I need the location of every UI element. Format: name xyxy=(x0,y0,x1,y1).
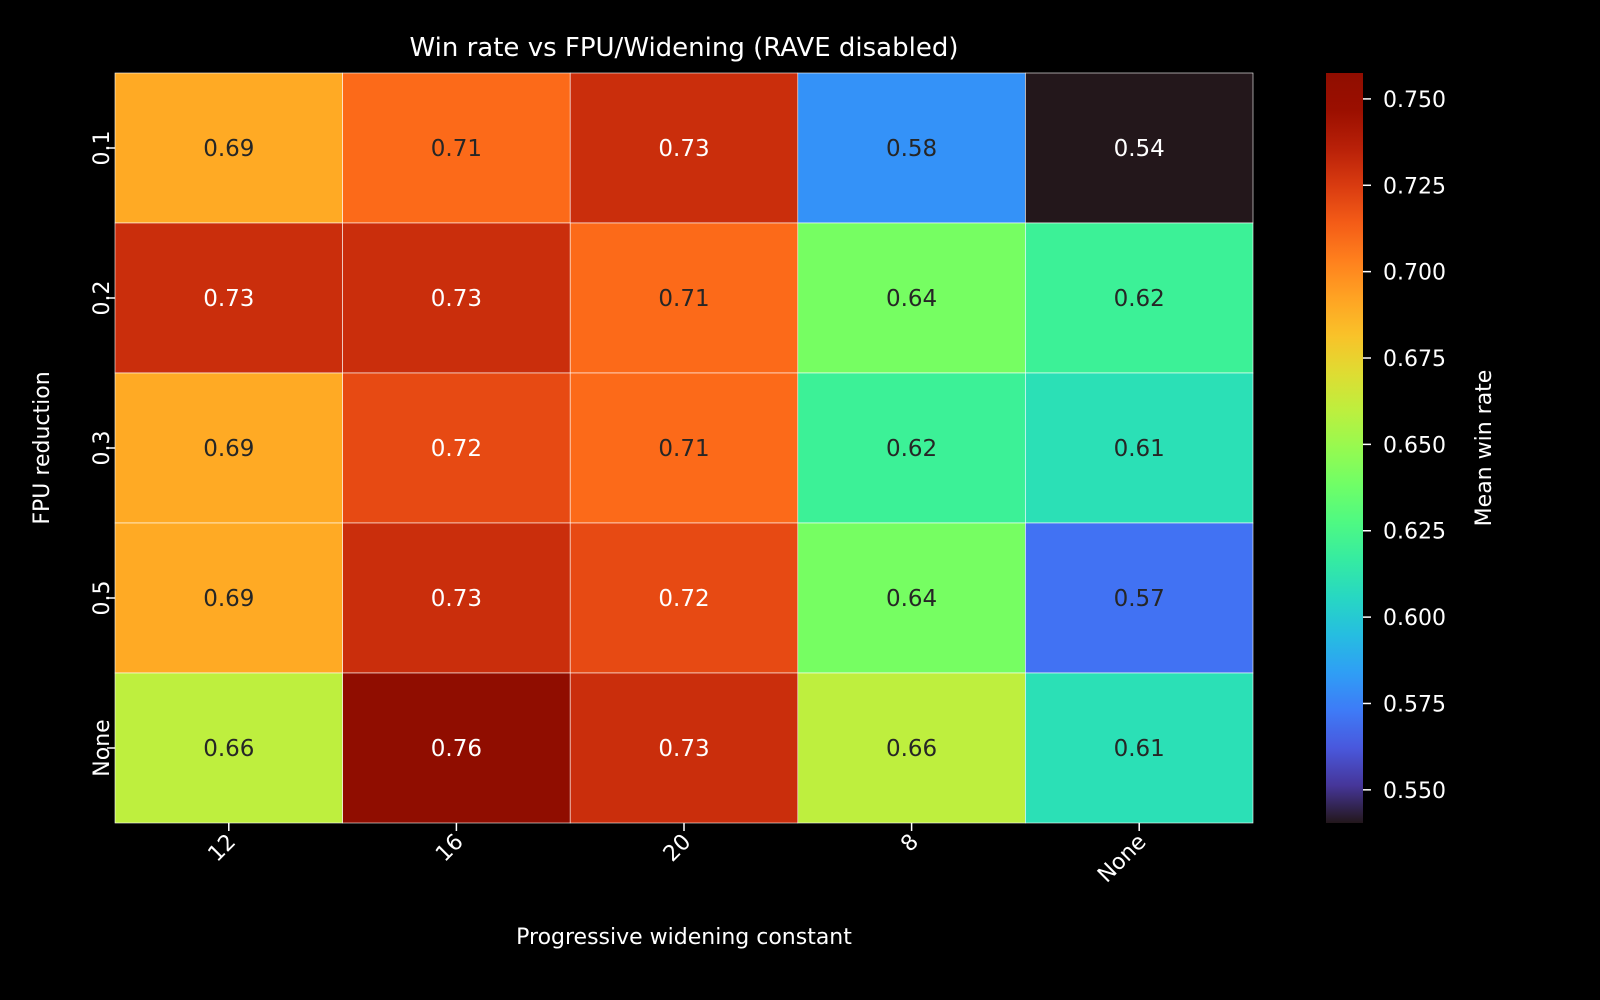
cell-label: 0.71 xyxy=(658,436,709,462)
cell-label: 0.73 xyxy=(431,586,482,612)
cell-label: 0.69 xyxy=(203,586,254,612)
cell-label: 0.58 xyxy=(886,136,937,162)
cell-label: 0.61 xyxy=(1114,736,1165,762)
cell-label: 0.69 xyxy=(203,136,254,162)
heatmap-cell xyxy=(1025,372,1254,524)
cell-label: 0.73 xyxy=(658,736,709,762)
x-tick-label: 8 xyxy=(896,830,924,858)
heatmap-cell xyxy=(114,72,343,224)
y-tick-label: 0.2 xyxy=(90,281,115,316)
colorbar-tick-label: 0.625 xyxy=(1383,520,1446,545)
colorbar xyxy=(1326,73,1363,823)
cell-label: 0.66 xyxy=(203,736,254,762)
heatmap-cell xyxy=(569,372,799,524)
cell-label: 0.73 xyxy=(658,136,709,162)
y-tick-label: 0.5 xyxy=(90,581,115,616)
x-axis-label: Progressive widening constant xyxy=(516,925,852,950)
cell-label: 0.73 xyxy=(431,286,482,312)
heatmap-cell xyxy=(569,672,799,824)
cell-label: 0.72 xyxy=(658,586,709,612)
cell-label: 0.54 xyxy=(1114,136,1165,162)
x-tick-label: None xyxy=(1093,830,1151,888)
x-tick-label: 16 xyxy=(431,830,468,867)
heatmap-cell xyxy=(569,72,799,224)
cell-label: 0.64 xyxy=(886,586,937,612)
cell-label: 0.64 xyxy=(886,286,937,312)
cell-label: 0.73 xyxy=(203,286,254,312)
cell-label: 0.76 xyxy=(431,736,482,762)
heatmap-cell xyxy=(797,372,1026,524)
heatmap-cell xyxy=(797,522,1026,674)
heatmap-cell xyxy=(342,522,571,674)
heatmap-cell xyxy=(797,72,1026,224)
y-tick-label: 0.1 xyxy=(90,131,115,166)
chart-title: Win rate vs FPU/Widening (RAVE disabled) xyxy=(410,33,959,63)
cell-label: 0.62 xyxy=(1114,286,1165,312)
cell-label: 0.69 xyxy=(203,436,254,462)
cell-label: 0.61 xyxy=(1114,436,1165,462)
heatmap-cell xyxy=(1025,672,1254,824)
colorbar-tick-label: 0.550 xyxy=(1383,779,1446,804)
cell-label: 0.66 xyxy=(886,736,937,762)
heatmap-cell xyxy=(342,372,571,524)
y-tick-label: None xyxy=(90,719,115,776)
heatmap-cell xyxy=(342,72,571,224)
cell-label: 0.57 xyxy=(1114,586,1165,612)
x-tick-label: 12 xyxy=(204,830,241,867)
cell-label: 0.71 xyxy=(431,136,482,162)
heatmap-cell xyxy=(1025,522,1254,674)
heatmap-cell xyxy=(342,222,571,374)
heatmap-cell xyxy=(1025,72,1254,224)
heatmap-cell xyxy=(342,672,571,824)
cell-label: 0.62 xyxy=(886,436,937,462)
heatmap-cell xyxy=(1025,222,1254,374)
x-tick-label: 20 xyxy=(659,830,696,867)
heatmap-cell xyxy=(569,522,799,674)
colorbar-tick-label: 0.600 xyxy=(1383,606,1446,631)
colorbar-tick-label: 0.725 xyxy=(1383,174,1446,199)
y-tick-label: 0.3 xyxy=(90,431,115,466)
colorbar-tick-label: 0.750 xyxy=(1383,88,1446,113)
colorbar-tick-label: 0.700 xyxy=(1383,261,1446,286)
y-axis-label: FPU reduction xyxy=(30,371,55,524)
cell-label: 0.71 xyxy=(658,286,709,312)
colorbar-tick-label: 0.650 xyxy=(1383,433,1446,458)
heatmap-cell xyxy=(114,522,343,674)
heatmap-cell xyxy=(114,672,343,824)
colorbar-tick-label: 0.675 xyxy=(1383,347,1446,372)
cell-label: 0.72 xyxy=(431,436,482,462)
heatmap-cell xyxy=(569,222,799,374)
colorbar-tick-label: 0.575 xyxy=(1383,692,1446,717)
colorbar-label: Mean win rate xyxy=(1472,370,1497,527)
heatmap-cell xyxy=(114,222,343,374)
